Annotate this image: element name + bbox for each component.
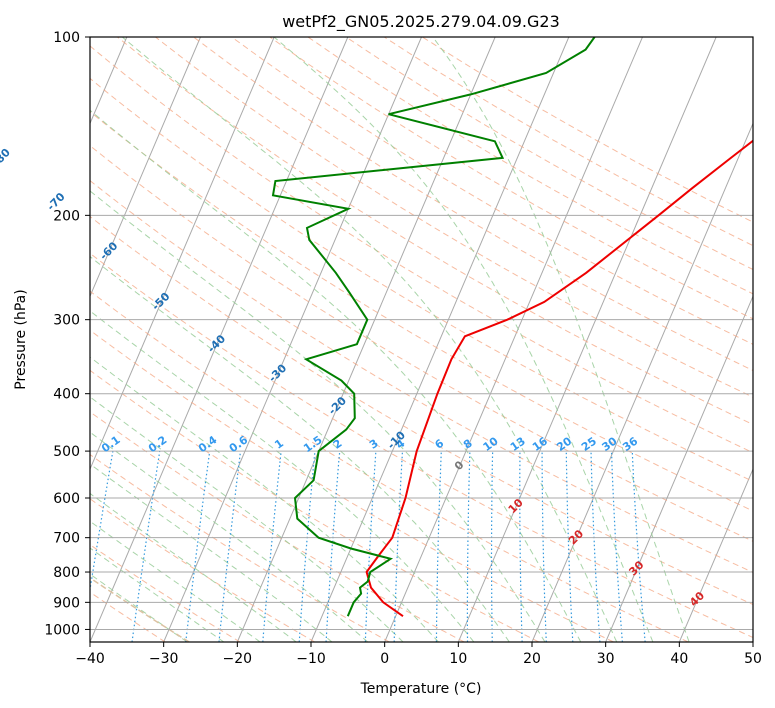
profiles: [271, 37, 753, 618]
x-tick-label: 40: [670, 651, 688, 667]
x-tick-label: 50: [744, 651, 762, 667]
dry-adiabat-line: [90, 290, 689, 642]
isotherm-line: [605, 295, 753, 642]
moist-adiabat-line: [90, 573, 188, 642]
isotherm-line: [236, 37, 496, 642]
dry-adiabat-line: [307, 37, 753, 295]
moist-adiabat-line: [432, 37, 690, 642]
isotherm-line: [310, 37, 570, 642]
isotherm-line: [457, 37, 717, 642]
mixing-ratio-line: [131, 451, 161, 642]
dry-adiabat-line: [90, 215, 753, 606]
dry-adiabat-line: [422, 37, 753, 223]
x-axis: −40 −30 −20 −10 0 10 20 30 40 50: [75, 642, 762, 667]
moist-adiabat-line: [90, 431, 369, 642]
y-tick-label: 700: [53, 531, 80, 547]
x-tick-label: 30: [597, 651, 615, 667]
y-tick-label: 600: [53, 491, 80, 507]
dry-adiabat-line: [90, 411, 465, 642]
y-axis-label: Pressure (hPa): [13, 289, 29, 389]
dry-adiabat-line: [193, 37, 753, 372]
dry-adiabat-line: [269, 37, 753, 320]
pressure-gridlines: [90, 37, 753, 630]
isotherm-line: [384, 37, 643, 642]
x-tick-label: 10: [449, 651, 467, 667]
isotherm-line: [90, 37, 349, 642]
dewpoint-profile: [271, 37, 596, 617]
moist-adiabat-line: [90, 310, 475, 642]
dry-adiabat-line: [345, 37, 753, 271]
y-tick-label: 300: [53, 313, 80, 329]
moist-adiabat-line: [90, 520, 261, 642]
moist-adiabat-line: [90, 356, 439, 642]
x-tick-label: 20: [523, 651, 541, 667]
mixing-ratio-line: [218, 451, 242, 642]
temperature-profile: [365, 139, 753, 618]
moist-adiabat-line: [90, 255, 510, 642]
x-tick-label: −30: [149, 651, 179, 667]
x-tick-label: −20: [223, 651, 253, 667]
isotherm-line: [90, 37, 275, 471]
y-tick-label: 400: [53, 387, 80, 403]
dry-adiabat-line: [90, 498, 315, 642]
dry-adiabat-line: [90, 145, 753, 542]
x-tick-label: −40: [75, 651, 105, 667]
isotherm-line: [90, 37, 201, 298]
x-tick-label: 0: [380, 651, 389, 667]
y-axis: 100 200 300 400 500 600 700 800 900 1000: [44, 30, 90, 638]
dry-adiabat-line: [384, 37, 753, 247]
dry-adiabat-line: [155, 37, 753, 398]
x-tick-label: −10: [296, 651, 326, 667]
moist-adiabat-line: [90, 547, 225, 642]
moist-adiabat-line: [90, 492, 297, 642]
mixing-ratio-line: [631, 451, 646, 642]
y-tick-label: 1000: [44, 622, 80, 638]
moist-adiabat-line: [90, 396, 404, 642]
moist-adiabat-line: [121, 37, 618, 642]
plot-frame: [89, 36, 754, 643]
dry-adiabat-line: [90, 252, 753, 639]
dry-adiabat-line: [90, 179, 753, 574]
mixing-ratio-line: [185, 451, 211, 642]
y-tick-label: 500: [53, 444, 80, 460]
isotherm-line: [678, 467, 753, 642]
dry-adiabat-line: [90, 369, 540, 642]
chart-title: wetPf2_GN05.2025.279.04.09.G23: [282, 12, 560, 32]
mixing-ratio-line: [262, 451, 282, 642]
y-tick-label: 900: [53, 595, 80, 611]
y-tick-label: 100: [53, 30, 80, 46]
x-axis-label: Temperature (°C): [360, 681, 482, 697]
y-tick-label: 200: [53, 208, 80, 224]
mixing-ratio-line: [298, 451, 316, 642]
dry-adiabat-line: [231, 37, 753, 345]
y-tick-label: 800: [53, 565, 80, 581]
isotherm-line: [531, 122, 753, 642]
background-lines: [90, 37, 753, 642]
moist-adiabat-line: [273, 37, 654, 642]
moist-adiabat-line: [90, 463, 333, 642]
